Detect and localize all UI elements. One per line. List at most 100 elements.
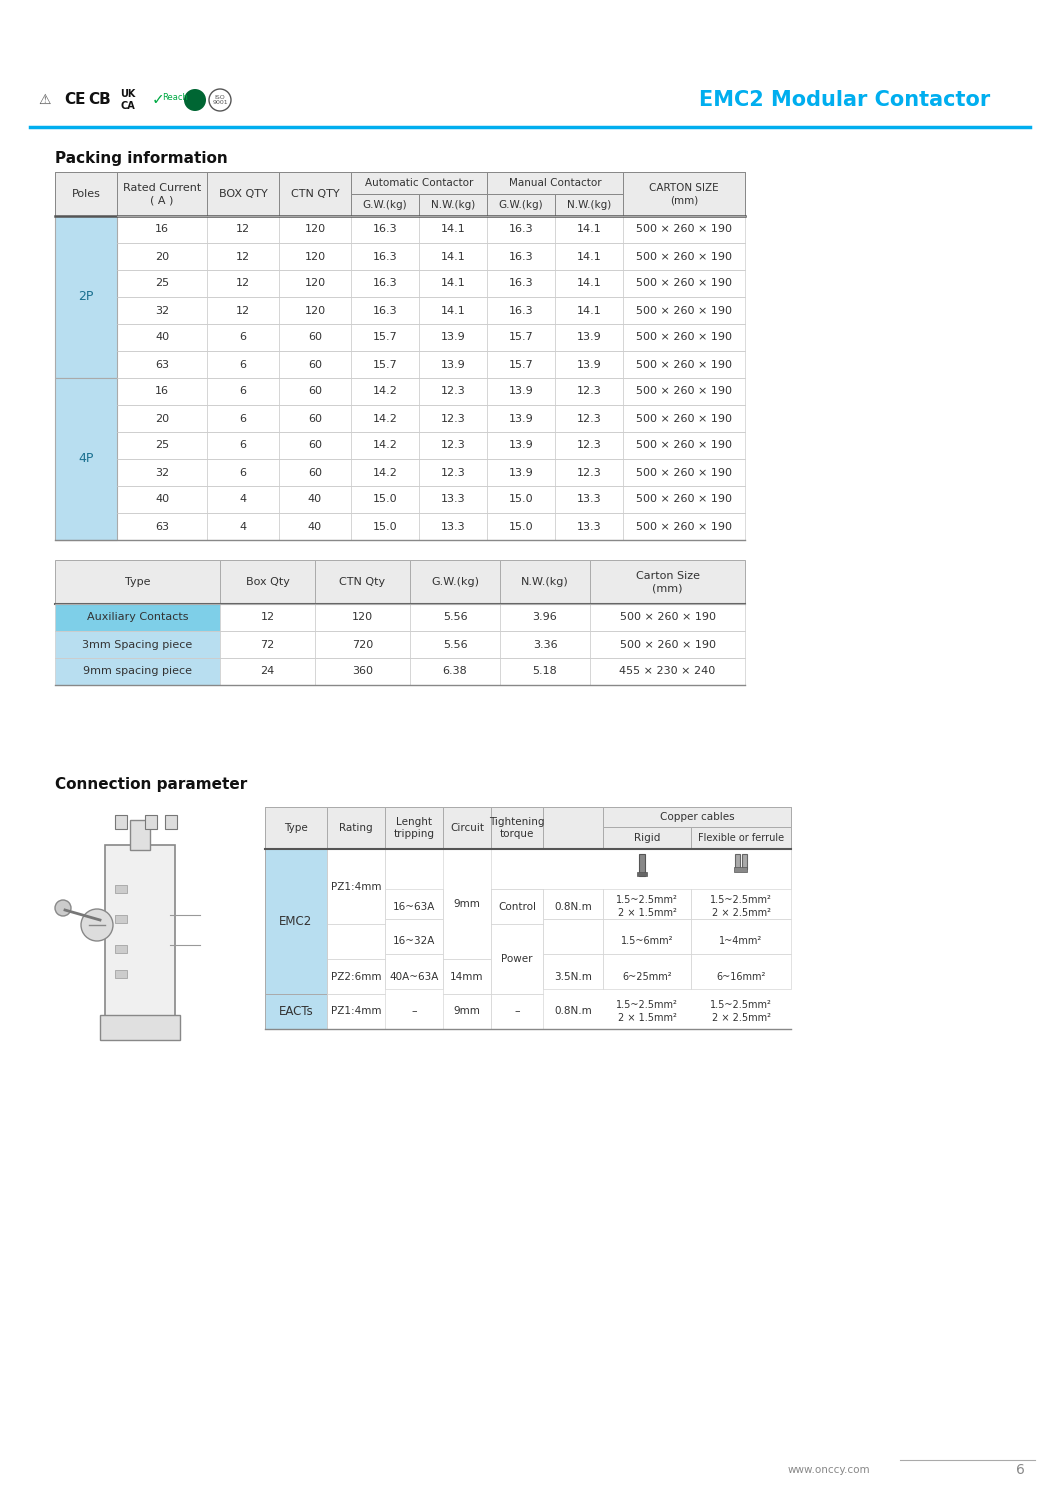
Bar [55, 604, 220, 631]
Text: 2P: 2P [78, 291, 93, 304]
Text: 1.5~2.5mm²
2 × 2.5mm²: 1.5~2.5mm² 2 × 2.5mm² [710, 896, 772, 918]
Bar [691, 954, 791, 989]
Text: 60: 60 [308, 360, 322, 370]
Bar [55, 377, 117, 539]
Bar [385, 849, 443, 884]
Text: 60: 60 [308, 386, 322, 397]
Text: 72: 72 [261, 640, 275, 650]
Bar [351, 297, 419, 324]
Text: 13.3: 13.3 [577, 521, 601, 532]
Text: 12.3: 12.3 [577, 413, 601, 424]
Text: 12.3: 12.3 [441, 386, 465, 397]
Bar [279, 324, 351, 351]
Text: 16.3: 16.3 [373, 252, 398, 262]
Bar [117, 243, 207, 270]
Text: 13.9: 13.9 [509, 413, 533, 424]
Text: 500 × 260 × 190: 500 × 260 × 190 [636, 252, 732, 262]
Text: 60: 60 [308, 440, 322, 451]
Bar [500, 560, 590, 604]
Text: 12.3: 12.3 [577, 386, 601, 397]
Bar [117, 351, 207, 377]
Text: 14.1: 14.1 [577, 252, 601, 262]
Text: Circuit: Circuit [450, 822, 484, 833]
Text: 14.1: 14.1 [577, 306, 601, 316]
Text: Automatic Contactor: Automatic Contactor [365, 178, 473, 189]
Text: 13.9: 13.9 [441, 333, 465, 343]
Bar [443, 954, 491, 989]
Bar [114, 815, 127, 828]
Text: 1.5~6mm²: 1.5~6mm² [621, 936, 673, 947]
Bar [279, 404, 351, 431]
Bar [279, 512, 351, 539]
Text: 3.5N.m: 3.5N.m [554, 972, 591, 981]
Text: 6: 6 [240, 467, 247, 478]
Text: CARTON SIZE
(mm): CARTON SIZE (mm) [649, 183, 719, 205]
Text: 120: 120 [304, 306, 325, 316]
Bar [165, 815, 177, 828]
Text: 20: 20 [155, 413, 169, 424]
Bar [555, 512, 623, 539]
Text: 60: 60 [308, 467, 322, 478]
Bar [114, 915, 127, 923]
Text: 60: 60 [308, 413, 322, 424]
Bar [555, 404, 623, 431]
Bar [555, 458, 623, 485]
Bar [207, 431, 279, 458]
Bar [603, 954, 691, 989]
Text: Poles: Poles [72, 189, 101, 199]
Bar [487, 458, 555, 485]
Text: 14.2: 14.2 [372, 413, 398, 424]
Bar [603, 849, 691, 884]
Bar [385, 807, 443, 849]
Bar [419, 431, 487, 458]
Text: 4: 4 [240, 521, 247, 532]
Text: 5.18: 5.18 [532, 667, 558, 677]
Bar [207, 404, 279, 431]
Text: 32: 32 [155, 467, 169, 478]
Bar [351, 351, 419, 377]
Bar [351, 324, 419, 351]
Text: 14.1: 14.1 [441, 225, 465, 235]
Bar [207, 172, 279, 216]
Text: 63: 63 [155, 521, 169, 532]
Text: 13.9: 13.9 [509, 467, 533, 478]
Text: 455 × 230 × 240: 455 × 230 × 240 [619, 667, 716, 677]
Text: 3.96: 3.96 [532, 613, 558, 623]
Text: 500 × 260 × 190: 500 × 260 × 190 [636, 494, 732, 505]
Bar [691, 918, 791, 954]
Bar [351, 404, 419, 431]
Text: UK
CA: UK CA [121, 90, 136, 111]
Bar [543, 954, 603, 989]
Bar [279, 297, 351, 324]
Bar [419, 377, 487, 404]
Text: 14.2: 14.2 [372, 386, 398, 397]
Bar [117, 324, 207, 351]
Bar [419, 297, 487, 324]
Bar [351, 243, 419, 270]
Bar [265, 884, 326, 918]
Text: Type: Type [125, 577, 151, 587]
Text: 6: 6 [240, 360, 247, 370]
Bar [691, 884, 791, 918]
Text: 14.2: 14.2 [372, 440, 398, 451]
Bar [419, 270, 487, 297]
Bar [55, 560, 220, 604]
Bar [351, 216, 419, 243]
Text: 16.3: 16.3 [509, 252, 533, 262]
Bar [487, 431, 555, 458]
Text: Auxiliary Contacts: Auxiliary Contacts [87, 613, 189, 623]
Text: N.W.(kg): N.W.(kg) [430, 201, 475, 210]
Bar [410, 658, 500, 685]
Text: Control: Control [498, 902, 536, 911]
Bar [55, 658, 220, 685]
Text: 16.3: 16.3 [509, 306, 533, 316]
Bar [691, 827, 791, 849]
Bar [351, 431, 419, 458]
Bar [491, 884, 543, 918]
Bar [419, 324, 487, 351]
Bar [220, 560, 315, 604]
Text: 60: 60 [308, 333, 322, 343]
Text: 120: 120 [352, 613, 373, 623]
Bar [555, 431, 623, 458]
Text: CE: CE [65, 93, 86, 108]
